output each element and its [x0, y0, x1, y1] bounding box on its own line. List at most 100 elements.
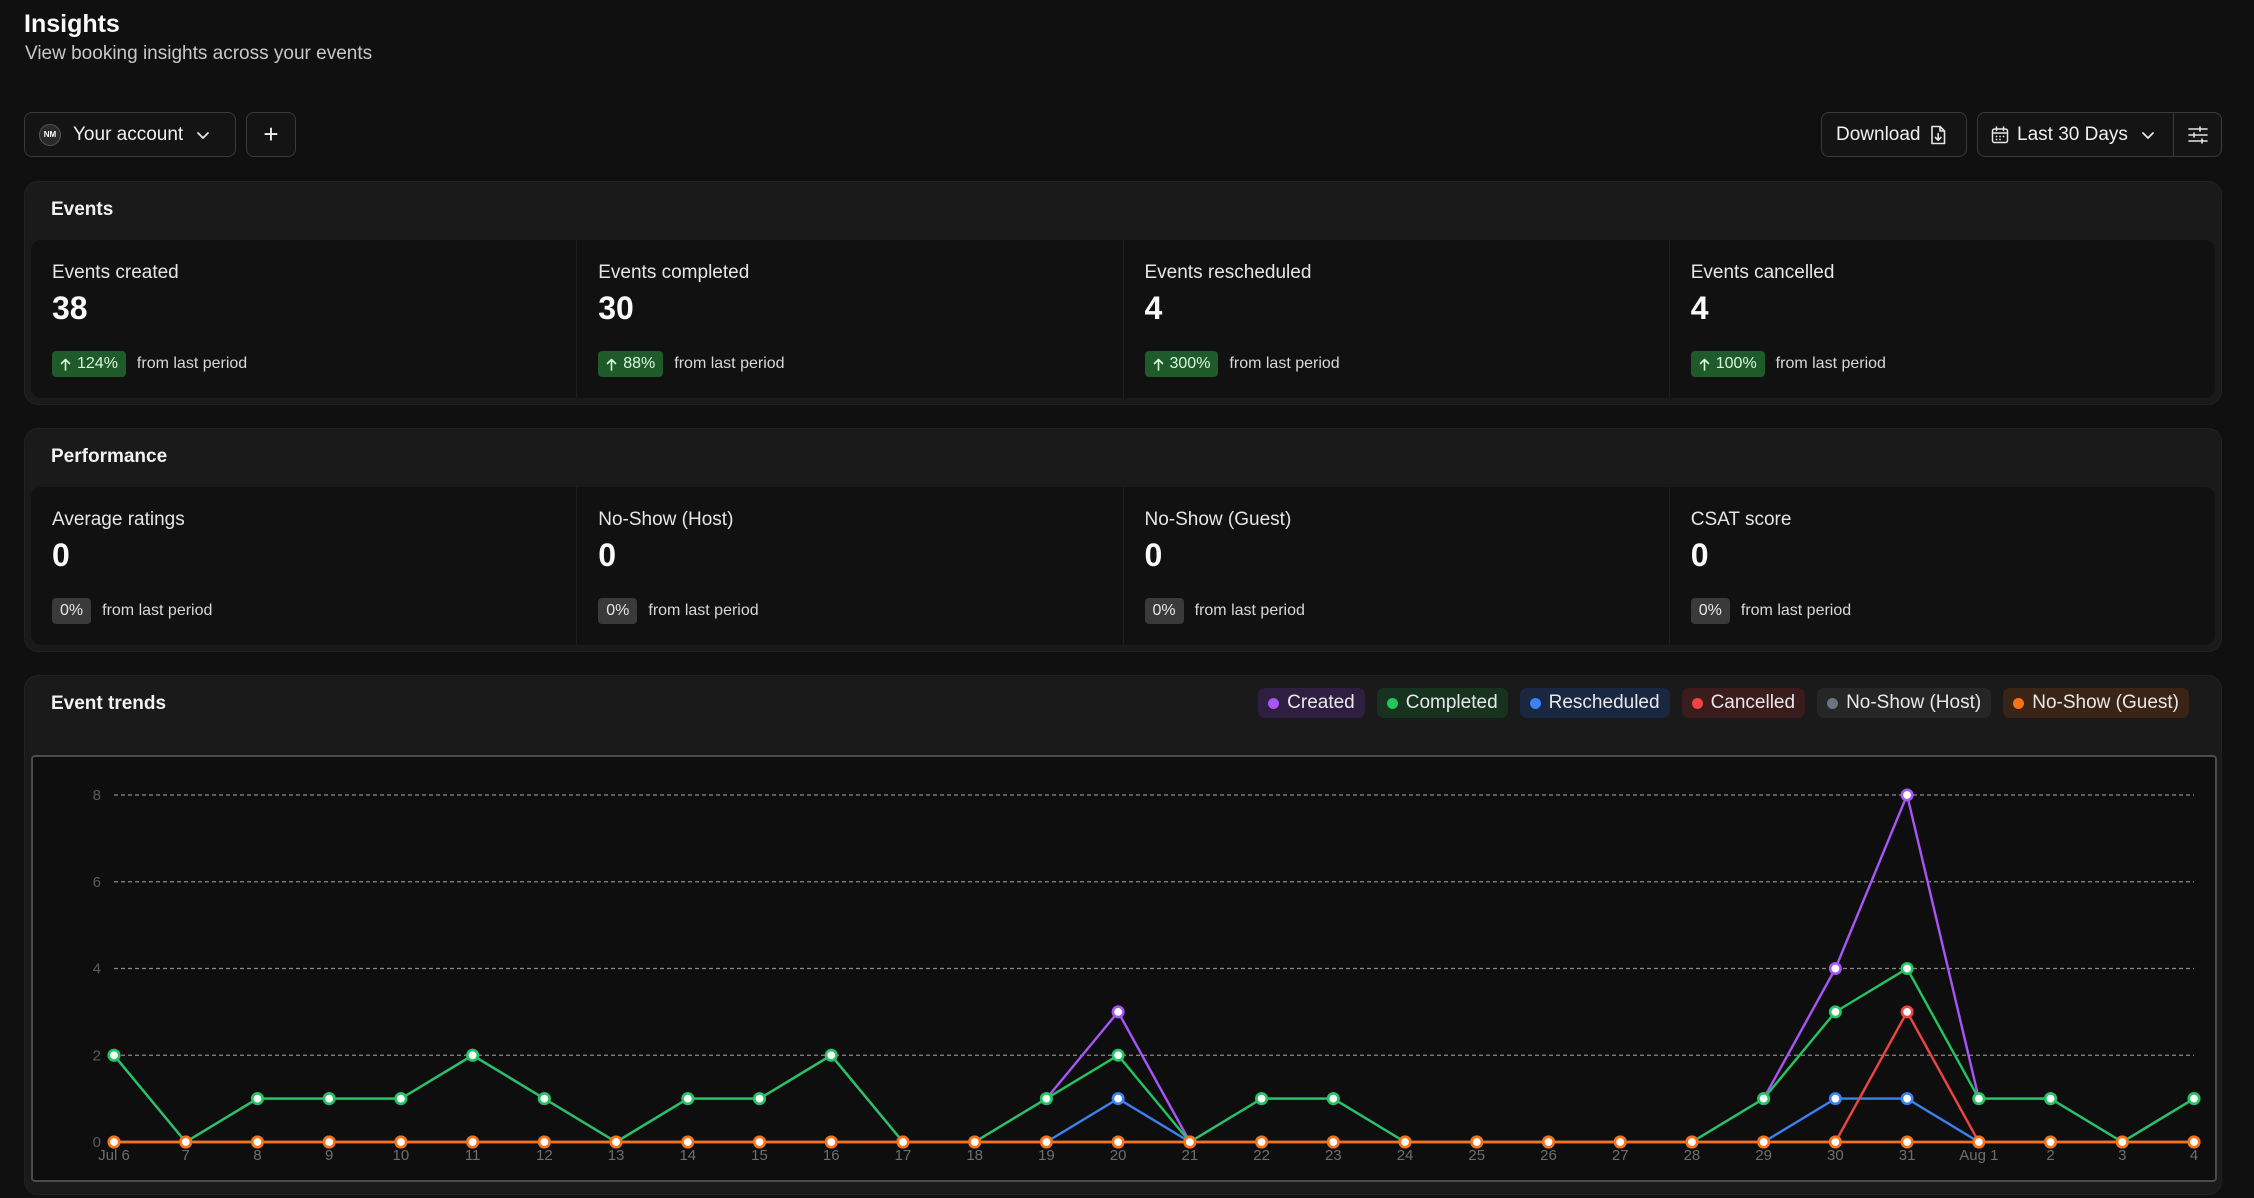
change-badge: 0%	[1144, 598, 1184, 624]
date-range-picker[interactable]: Last 30 Days	[1978, 113, 2174, 156]
data-point-completed	[1039, 1092, 1053, 1106]
legend-item-created[interactable]: Created	[1258, 688, 1365, 718]
change-badge: 100%	[1690, 351, 1765, 377]
card-label: Average ratings	[52, 509, 185, 530]
card-label: No-Show (Guest)	[1144, 509, 1292, 530]
filter-settings-button[interactable]	[2174, 113, 2221, 156]
series-line-completed	[113, 967, 2195, 1144]
data-point-completed	[1111, 1048, 1125, 1062]
data-point-no-show-guest	[107, 1135, 121, 1149]
data-point-completed	[107, 1048, 121, 1062]
account-label: Your account	[73, 123, 184, 145]
card-footer: 300% from last period	[1144, 351, 1340, 377]
data-point-completed	[2187, 1092, 2201, 1106]
x-tick-label: 22	[1253, 1147, 1270, 1164]
data-point-no-show-guest	[968, 1135, 982, 1149]
card-footer: 0% from last period	[598, 598, 759, 624]
legend-label: Cancelled	[1710, 692, 1796, 713]
data-point-no-show-guest	[2044, 1135, 2058, 1149]
change-value: 124%	[77, 355, 118, 372]
arrow-up-icon	[606, 358, 617, 371]
legend-item-cancelled[interactable]: Cancelled	[1681, 688, 1806, 718]
legend-dot	[1691, 697, 1703, 709]
x-tick-label: 14	[679, 1147, 696, 1164]
x-tick-label: 9	[325, 1147, 333, 1164]
x-tick-label: Jul 6	[98, 1147, 130, 1164]
legend-item-no-show-guest[interactable]: No-Show (Guest)	[2003, 688, 2189, 718]
events-completed-card: Events completed 30 88% from last period	[577, 240, 1124, 398]
data-point-no-show-guest	[1398, 1135, 1412, 1149]
card-footer: 0% from last period	[1690, 598, 1851, 624]
card-footer: 0% from last period	[52, 598, 212, 624]
data-point-no-show-guest	[1828, 1135, 1842, 1149]
legend-label: Completed	[1405, 692, 1498, 713]
x-tick-label: 17	[895, 1147, 912, 1164]
change-value: 88%	[623, 355, 656, 372]
data-point-completed	[466, 1048, 480, 1062]
legend-label: No-Show (Guest)	[2032, 692, 2179, 713]
download-label: Download	[1836, 123, 1921, 145]
legend-label: No-Show (Host)	[1846, 692, 1982, 713]
add-filter-button[interactable]: +	[246, 112, 296, 157]
data-point-created	[1900, 788, 1914, 802]
data-point-no-show-guest	[896, 1135, 910, 1149]
x-tick-label: 8	[253, 1147, 261, 1164]
series-line-rescheduled	[114, 1097, 2194, 1144]
x-tick-label: 15	[751, 1147, 768, 1164]
data-point-no-show-guest	[1111, 1135, 1125, 1149]
data-point-no-show-guest	[537, 1135, 551, 1149]
card-value: 38	[52, 290, 88, 326]
data-point-no-show-guest	[322, 1135, 336, 1149]
legend-item-completed[interactable]: Completed	[1376, 688, 1508, 718]
x-tick-label: 31	[1899, 1147, 1916, 1164]
events-cards: Events created 38 124% from last period …	[31, 240, 2215, 398]
card-footer: 124% from last period	[52, 351, 247, 377]
data-point-created	[1111, 1005, 1125, 1019]
data-point-no-show-guest	[250, 1135, 264, 1149]
account-avatar: NM	[39, 123, 61, 146]
event-trends-panel: Event trends Created Completed Rescheduled…	[24, 675, 2222, 1195]
change-badge: 0%	[598, 598, 638, 624]
date-range-group: Last 30 Days	[1977, 112, 2222, 157]
legend-dot	[1827, 697, 1839, 709]
download-button[interactable]: Download	[1821, 112, 1967, 157]
card-value: 0	[52, 537, 70, 573]
sliders-icon	[2187, 125, 2208, 144]
events-created-card: Events created 38 124% from last period	[31, 240, 578, 398]
performance-panel: Performance Average ratings 0 0% from la…	[24, 428, 2222, 652]
card-label: No-Show (Host)	[598, 509, 734, 530]
account-selector[interactable]: NM Your account	[24, 112, 236, 157]
data-point-created	[1828, 962, 1842, 976]
change-note: from last period	[648, 602, 759, 619]
legend-dot	[2013, 697, 2025, 709]
chevron-down-icon	[2140, 127, 2156, 143]
data-point-no-show-guest	[1972, 1135, 1986, 1149]
legend-item-no-show-host[interactable]: No-Show (Host)	[1817, 688, 1992, 718]
x-tick-label: 11	[465, 1147, 481, 1164]
data-point-no-show-guest	[2187, 1135, 2201, 1149]
card-label: CSAT score	[1690, 509, 1792, 530]
performance-cards: Average ratings 0 0% from last period No…	[31, 487, 2215, 645]
data-point-no-show-guest	[681, 1135, 695, 1149]
x-tick-label: 20	[1110, 1147, 1127, 1164]
x-tick-label: 12	[536, 1147, 553, 1164]
y-tick-label: 2	[93, 1047, 101, 1064]
x-tick-label: 18	[966, 1147, 983, 1164]
csat-score-card: CSAT score 0 0% from last period	[1670, 487, 2215, 645]
arrow-up-icon	[1699, 358, 1710, 371]
page-subtitle: View booking insights across your events	[25, 43, 373, 64]
events-section-title: Events	[51, 199, 114, 220]
performance-section-title: Performance	[51, 446, 168, 467]
change-badge: 0%	[1690, 598, 1730, 624]
data-point-no-show-guest	[1685, 1135, 1699, 1149]
card-label: Events completed	[598, 262, 750, 283]
data-point-no-show-guest	[1900, 1135, 1914, 1149]
y-tick-label: 8	[93, 787, 101, 804]
average-ratings-card: Average ratings 0 0% from last period	[31, 487, 578, 645]
change-badge: 0%	[52, 598, 92, 624]
legend-item-rescheduled[interactable]: Rescheduled	[1519, 688, 1670, 718]
y-tick-label: 0	[93, 1134, 101, 1151]
data-point-rescheduled	[1828, 1092, 1842, 1106]
data-point-completed	[2044, 1092, 2058, 1106]
